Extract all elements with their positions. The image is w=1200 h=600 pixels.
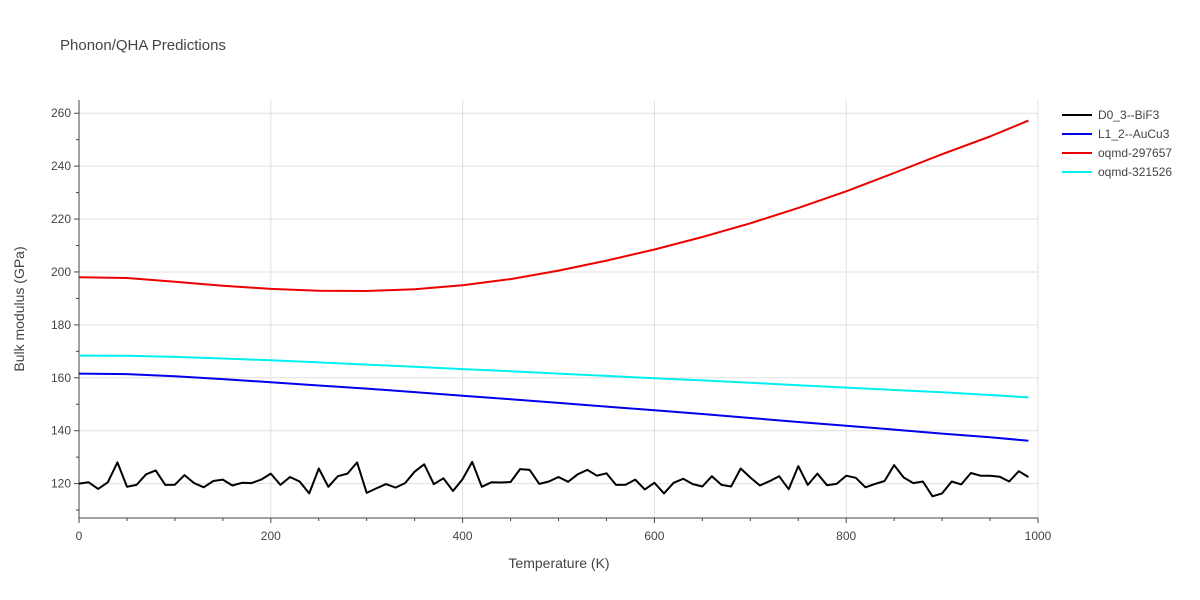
series-line-3 (78, 119, 1029, 292)
x-tick-label: 600 (644, 529, 664, 543)
y-axis-title: Bulk modulus (GPa) (11, 246, 27, 371)
legend-label: oqmd-297657 (1098, 146, 1172, 160)
legend-label: oqmd-321526 (1098, 165, 1172, 179)
series-line-2 (78, 372, 1029, 442)
x-tick-label: 800 (836, 529, 856, 543)
y-tick-label: 140 (51, 424, 71, 438)
x-tick-label: 200 (261, 529, 281, 543)
series-layer (78, 119, 1029, 498)
series-line-4 (78, 354, 1029, 399)
y-tick-label: 200 (51, 265, 71, 279)
legend: D0_3--BiF3 L1_2--AuCu3 oqmd-297657 oqmd-321… (1062, 108, 1172, 179)
legend-item[interactable]: D0_3--BiF3 (1062, 108, 1160, 122)
x-tick-label: 400 (453, 529, 473, 543)
legend-item[interactable]: L1_2--AuCu3 (1062, 127, 1170, 141)
x-tick-label: 1000 (1025, 529, 1052, 543)
chart-title: Phonon/QHA Predictions (60, 37, 226, 54)
y-tick-label: 260 (51, 106, 71, 120)
x-axis-title: Temperature (K) (508, 555, 609, 571)
y-tick-label: 240 (51, 159, 71, 173)
y-tick-label: 220 (51, 212, 71, 226)
series-line-1 (78, 460, 1029, 498)
legend-label: L1_2--AuCu3 (1098, 127, 1170, 141)
axes: 0 200 400 600 800 1000 120 140 160 180 200 220 240 26… (51, 100, 1052, 543)
legend-item[interactable]: oqmd-297657 (1062, 146, 1172, 160)
legend-item[interactable]: oqmd-321526 (1062, 165, 1172, 179)
grid-lines (79, 100, 1039, 518)
legend-label: D0_3--BiF3 (1098, 108, 1160, 122)
x-tick-label: 0 (76, 529, 83, 543)
y-tick-label: 120 (51, 477, 71, 491)
y-tick-label: 180 (51, 318, 71, 332)
y-tick-label: 160 (51, 371, 71, 385)
